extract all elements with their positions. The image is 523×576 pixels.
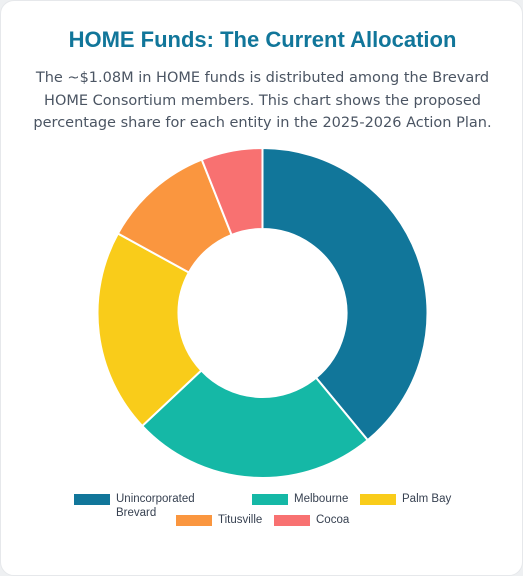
slice-cocoa[interactable] xyxy=(200,146,264,237)
doughnut-chart xyxy=(96,146,429,479)
chart-title: HOME Funds: The Current Allocation xyxy=(68,27,457,52)
slice-unincorporated-brevard[interactable] xyxy=(261,146,429,442)
legend-label: Melbourne xyxy=(294,493,349,505)
legend-label: Palm Bay xyxy=(402,493,452,505)
legend-swatch xyxy=(274,515,310,526)
legend-item-unincorporated-brevard[interactable]: Unincorporated Brevard xyxy=(74,492,206,520)
slice-palm-bay[interactable] xyxy=(96,232,203,428)
legend-label: Unincorporated Brevard xyxy=(116,493,195,519)
legend-label: Cocoa xyxy=(316,514,350,526)
legend-swatch xyxy=(74,494,110,505)
slice-melbourne[interactable] xyxy=(140,369,370,479)
legend-swatch xyxy=(176,515,212,526)
legend-swatch xyxy=(360,494,396,505)
legend-item-cocoa[interactable]: Cocoa xyxy=(274,513,349,527)
legend-swatch xyxy=(252,494,288,505)
chart-legend: Unincorporated Brevard Melbourne Palm Ba… xyxy=(1,490,523,540)
legend-label: Titusville xyxy=(218,514,263,526)
legend-item-palm-bay[interactable]: Palm Bay xyxy=(360,492,451,506)
legend-item-melbourne[interactable]: Melbourne xyxy=(252,492,348,506)
legend-item-titusville[interactable]: Titusville xyxy=(176,513,262,527)
chart-description: The ~$1.08M in HOME funds is distributed… xyxy=(33,70,492,131)
